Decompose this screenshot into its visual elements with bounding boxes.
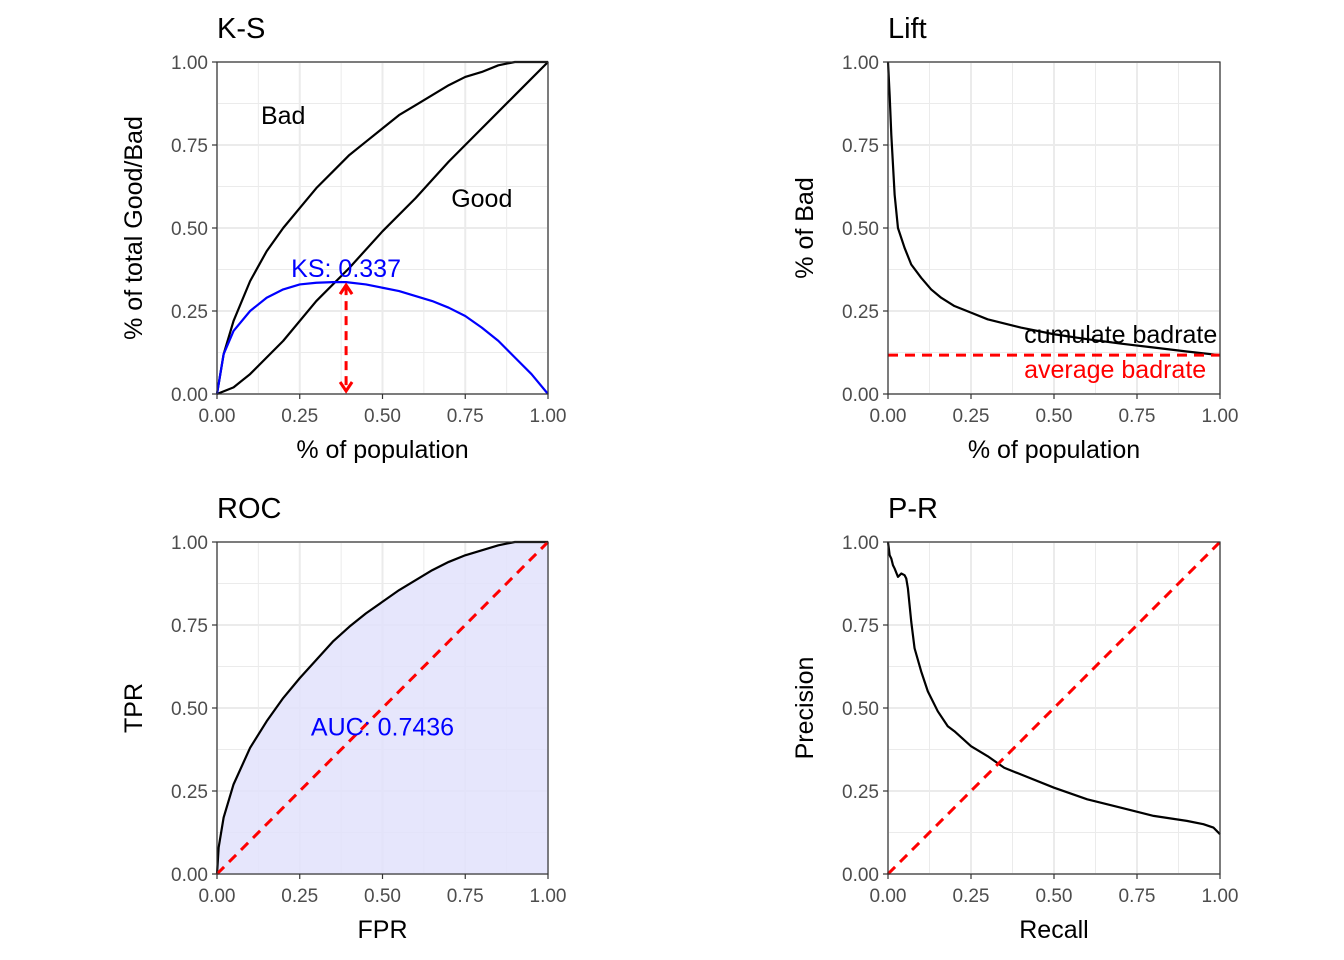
y-tick-label: 1.00 [171,533,208,554]
x-tick-label: 1.00 [1202,886,1239,907]
series-line-roc [215,540,548,875]
y-tick-label: 0.50 [171,219,208,240]
panel-pr: 0.00 0.25 0.50 0.75 1.00 0.00 0.25 0.50 0.75 1.00… [791,493,1238,944]
y-tick-label: 0.25 [842,302,879,323]
x-tick-label: 1.00 [530,406,567,427]
series-line-diagonal [886,540,1222,876]
y-tick-label: 0.25 [842,782,879,803]
annotation-label: Bad [261,102,305,130]
x-tick-label: 1.00 [530,886,567,907]
x-tick-label: 0.50 [364,886,401,907]
x-tick-label: 0.75 [1119,406,1156,427]
annotation-label: Good [451,185,512,213]
series-line-ks [215,281,549,395]
x-tick-label: 0.25 [281,406,318,427]
y-tick-label: 1.00 [842,53,879,74]
y-tick-label: 0.50 [842,219,879,240]
x-axis-label: FPR [358,916,408,944]
y-tick-label: 0.75 [842,616,879,637]
x-tick-label: 0.00 [199,886,236,907]
x-tick-label: 0.25 [281,886,318,907]
chart-title: P-R [888,493,938,525]
y-axis-label: Precision [791,657,819,760]
y-tick-label: 0.75 [842,136,879,157]
y-tick-label: 0.00 [842,385,879,406]
series-line-p-r [886,541,1221,835]
x-tick-label: 1.00 [1202,406,1239,427]
y-tick-label: 0.00 [842,865,879,886]
annotation-label: average badrate [1024,356,1206,384]
panel-lift: cumulate badrate average badrate 0.00 0.25 0… [791,13,1238,464]
y-tick-label: 0.00 [171,865,208,886]
annotation-label: AUC: 0.7436 [311,713,454,741]
x-tick-label: 0.75 [447,406,484,427]
x-axis-label: % of population [296,436,468,464]
auc-area [217,542,548,874]
annotation-label: cumulate badrate [1024,321,1217,349]
y-tick-label: 0.75 [171,136,208,157]
x-tick-label: 0.00 [870,406,907,427]
x-tick-label: 0.75 [1119,886,1156,907]
chart-title: ROC [217,493,281,525]
x-tick-label: 0.50 [1036,886,1073,907]
y-tick-label: 1.00 [171,53,208,74]
y-tick-label: 0.25 [171,782,208,803]
y-tick-label: 0.00 [171,385,208,406]
x-tick-label: 0.25 [953,406,990,427]
annotations: Bad Good KS: 0.337 [261,102,512,283]
y-axis-label: TPR [120,683,148,733]
ks-arrow-up-icon [338,282,354,295]
series-line-cumulate-badrate [886,61,1221,357]
annotation-label: KS: 0.337 [291,255,401,283]
y-tick-label: 0.50 [842,699,879,720]
x-tick-label: 0.25 [953,886,990,907]
x-axis-label: Recall [1019,916,1088,944]
y-tick-label: 0.50 [171,699,208,720]
x-tick-label: 0.00 [870,886,907,907]
annotations: AUC: 0.7436 [311,713,454,741]
y-tick-label: 0.75 [171,616,208,637]
annotations: cumulate badrate average badrate [1024,321,1217,384]
y-axis-label: % of total Good/Bad [120,116,148,340]
series-line-bad [215,60,548,395]
chart-title: Lift [888,13,927,45]
x-tick-label: 0.00 [199,406,236,427]
panel-ks: Bad Good KS: 0.337 0.00 0.25 0.50 0.75 1.00 0.00… [120,13,566,464]
ks-arrow-down-icon [338,381,354,394]
x-tick-label: 0.75 [447,886,484,907]
x-axis-label: % of population [968,436,1140,464]
x-tick-label: 0.50 [364,406,401,427]
series-line-good [216,61,549,396]
y-tick-label: 1.00 [842,533,879,554]
y-axis-label: % of Bad [791,177,819,278]
chart-title: K-S [217,13,265,45]
panel-roc: AUC: 0.7436 0.00 0.25 0.50 0.75 1.00 0.00 0.25 0… [120,493,566,944]
y-tick-label: 0.25 [171,302,208,323]
x-tick-label: 0.50 [1036,406,1073,427]
